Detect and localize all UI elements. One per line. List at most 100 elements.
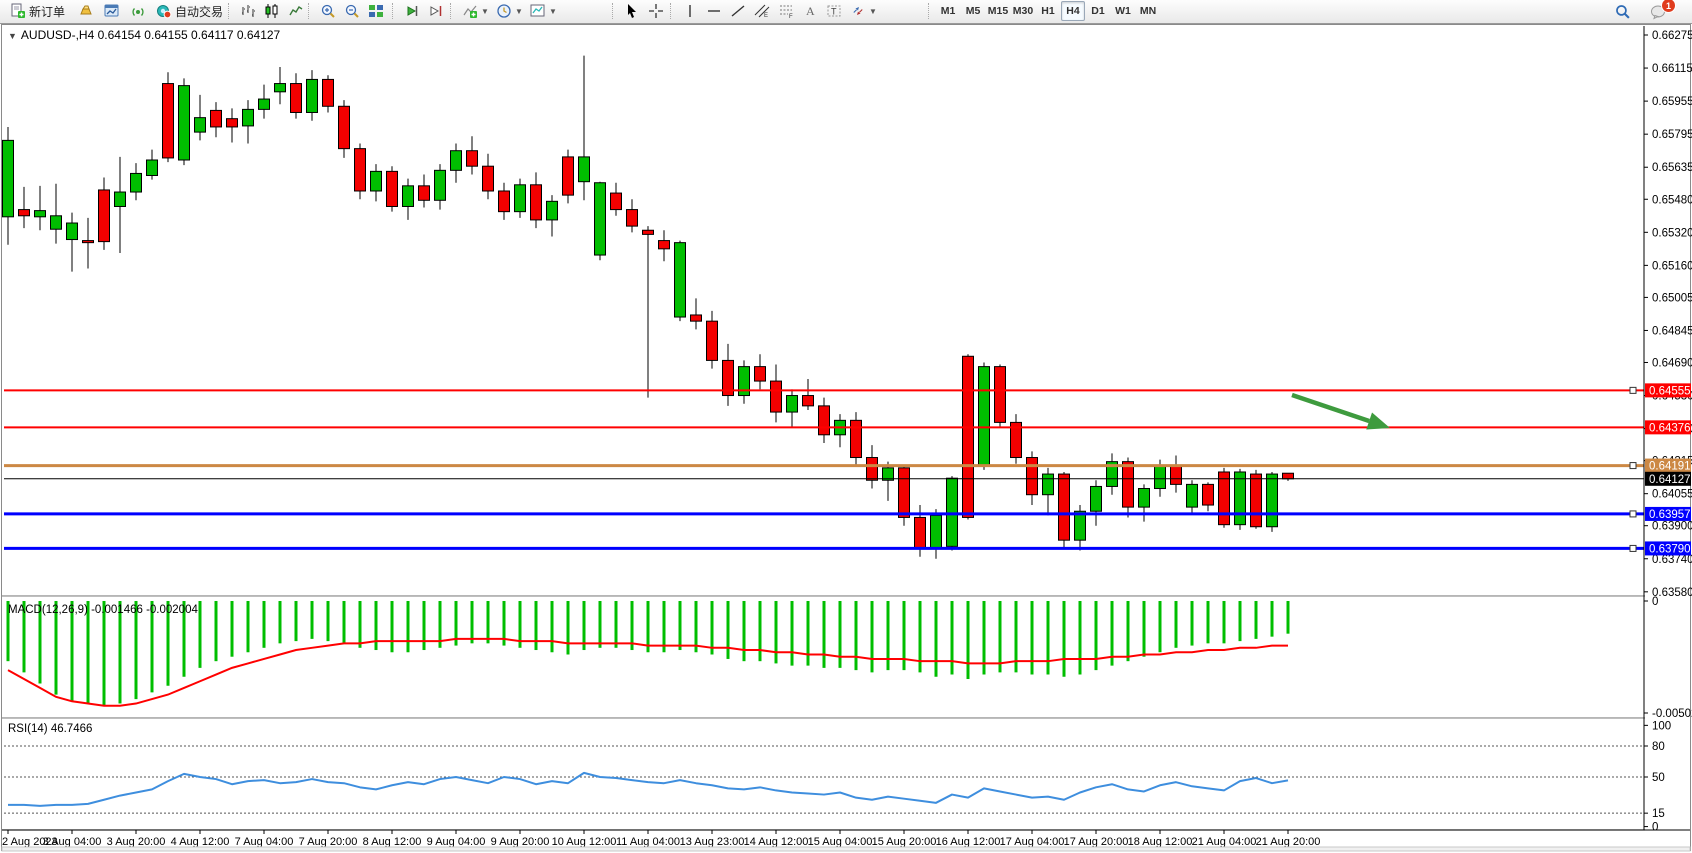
text-icon: A [806,4,815,18]
timeframe-m30[interactable]: M30 [1012,5,1034,17]
arrows-tool-button[interactable]: ▼ [846,1,881,21]
trendline-tool-button[interactable] [726,1,750,21]
tile-windows-button[interactable] [364,1,388,21]
chart-window-button[interactable] [100,1,124,21]
trend-arrow[interactable] [1291,392,1390,430]
svg-text:13 Aug 23:00: 13 Aug 23:00 [680,836,745,848]
toolbar-grip [228,3,229,19]
new-order-button[interactable]: 新订单 [6,1,69,21]
chart-title: ▼ AUDUSD-,H4 0.64154 0.64155 0.64117 0.64… [8,28,281,42]
svg-text:10 Aug 12:00: 10 Aug 12:00 [552,836,617,848]
signal-icon [132,8,144,16]
indicators-button[interactable]: ▼ [458,1,493,21]
hlines-layer [4,386,1644,552]
dropdown-caret: ▼ [515,6,523,16]
vertical-line-tool-button[interactable] [678,1,702,21]
bar-chart-button[interactable] [236,1,260,21]
svg-text:15: 15 [1652,808,1665,820]
svg-text:16 Aug 12:00: 16 Aug 12:00 [936,836,1001,848]
candles-layer [2,55,1294,559]
svg-text:7 Aug 20:00: 7 Aug 20:00 [299,836,358,848]
chart-shift-icon [430,6,442,16]
svg-text:0.64191: 0.64191 [1649,461,1691,473]
svg-text:0.65635: 0.65635 [1652,162,1692,174]
svg-text:21 Aug 04:00: 21 Aug 04:00 [1192,836,1257,848]
svg-text:14 Aug 12:00: 14 Aug 12:00 [744,836,809,848]
timeframe-d1[interactable]: D1 [1091,5,1105,17]
toolbar-grip [392,3,393,19]
search-button[interactable] [1610,1,1635,21]
price-axis[interactable]: 0.66275 0.66115 0.65955 0.65795 0.65635 0.654… [1643,26,1692,848]
timeframe-h4[interactable]: H4 [1061,1,1085,21]
svg-text:0: 0 [1652,596,1658,608]
svg-text:0.63957: 0.63957 [1649,509,1691,521]
fibonacci-tool-button[interactable]: F [774,1,798,21]
text-tool-button[interactable]: A [798,1,822,21]
cursor-button[interactable] [620,1,644,21]
horizontal-line-tool-button[interactable] [702,1,726,21]
trendline-icon [731,5,745,17]
zoom-out-button[interactable] [340,1,364,21]
channel-tool-button[interactable]: E [750,1,774,21]
svg-text:15 Aug 04:00: 15 Aug 04:00 [808,836,873,848]
toolbar-grip [928,3,929,19]
timeframe-m5[interactable]: M5 [965,5,981,17]
timeframe-w1[interactable]: W1 [1115,5,1131,17]
chart-canvas[interactable]: 0.66275 0.66115 0.65955 0.65795 0.65635 0.654… [0,24,1692,853]
notification-badge: 1 [1661,0,1676,13]
crosshair-button[interactable] [644,1,668,21]
auto-trading-button[interactable]: 自动交易 [152,1,227,21]
equidistant-channel-icon: E [754,4,770,19]
chart-shift-button[interactable] [424,1,448,21]
svg-text:0.64555: 0.64555 [1649,385,1691,397]
svg-text:9 Aug 04:00: 9 Aug 04:00 [427,836,486,848]
svg-text:50: 50 [1652,772,1665,784]
svg-text:0: 0 [1652,822,1658,834]
line-chart-button[interactable] [284,1,308,21]
rsi-indicator-label: RSI(14) 46.7466 [8,723,93,735]
timeframe-m1[interactable]: M1 [940,5,956,17]
macd-indicator-label: MACD(12,26,9) -0.001466 -0.002004 [8,604,198,616]
svg-text:9 Aug 20:00: 9 Aug 20:00 [491,836,550,848]
svg-text:0.63790: 0.63790 [1649,543,1691,555]
cursor-icon [628,4,636,18]
svg-text:15 Aug 20:00: 15 Aug 20:00 [872,836,937,848]
svg-text:0.63580: 0.63580 [1652,587,1692,599]
auto-scroll-button[interactable] [400,1,424,21]
collapse-triangle-icon: ▼ [8,31,17,41]
svg-text:80: 80 [1652,741,1665,753]
zoom-in-button[interactable] [316,1,340,21]
svg-text:F: F [789,14,793,19]
bar-chart-icon [242,5,255,17]
clock-icon [497,4,511,18]
svg-text:0.64055: 0.64055 [1652,489,1692,501]
svg-text:8 Aug 12:00: 8 Aug 12:00 [363,836,422,848]
svg-text:0.63740: 0.63740 [1652,554,1692,566]
label-tool-button[interactable]: T [822,1,846,21]
candlestick-chart-button[interactable] [260,1,284,21]
timeframe-m15[interactable]: M15 [987,5,1009,17]
periods-button[interactable]: ▼ [492,1,527,21]
svg-text:7 Aug 04:00: 7 Aug 04:00 [235,836,294,848]
svg-text:0.66115: 0.66115 [1652,63,1692,75]
timeframe-mn[interactable]: MN [1139,5,1157,17]
gold-button[interactable] [74,1,98,21]
arrows-icon [853,7,863,15]
dropdown-caret: ▼ [549,6,557,16]
templates-button[interactable]: ▼ [526,1,561,21]
chart-window-icon [104,4,119,17]
chart-window: 0.66275 0.66115 0.65955 0.65795 0.65635 0.654… [0,24,1692,853]
svg-text:11 Aug 04:00: 11 Aug 04:00 [616,836,680,848]
template-icon [530,4,545,17]
svg-text:0.64127: 0.64127 [1649,474,1691,486]
svg-text:-0.005025: -0.005025 [1652,708,1692,720]
notifications-button[interactable]: 1 [1646,0,1676,21]
signal-button[interactable] [126,1,150,21]
crosshair-icon [649,4,663,18]
svg-text:0.66275: 0.66275 [1652,30,1692,42]
timeframe-h1[interactable]: H1 [1041,5,1055,17]
svg-text:18 Aug 12:00: 18 Aug 12:00 [1128,836,1193,848]
main-toolbar: 新订单 自动交易 [0,0,1692,24]
text-label-icon: T [827,5,841,17]
